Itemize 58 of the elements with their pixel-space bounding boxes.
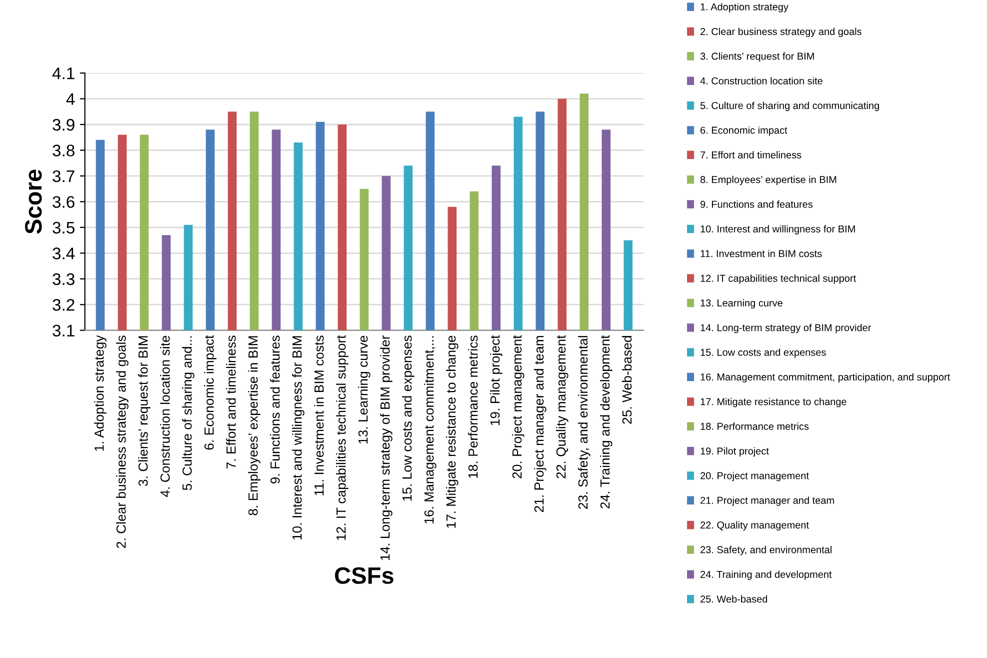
x-tick-label: 23. Safety, and environmental xyxy=(578,336,590,509)
y-axis-title: Score xyxy=(25,170,42,234)
y-tick-label: 3.7 xyxy=(52,170,74,182)
y-tick-label: 4.1 xyxy=(52,68,74,80)
legend-label: 15. Low costs and expenses xyxy=(700,348,826,358)
y-tick-label: 3.3 xyxy=(52,273,74,286)
x-tick-label: 3. Clients’ request for BIM xyxy=(138,336,150,486)
x-tick-label: 18. Performance metrics xyxy=(468,336,478,478)
x-tick-label: 1. Adoption strategy xyxy=(94,335,106,451)
legend-label: 22. Quality management xyxy=(700,521,809,531)
y-tick-label: 3.5 xyxy=(52,222,74,234)
x-tick-label: 5. Culture of sharing and... xyxy=(182,336,194,490)
y-tick-label: 3.4 xyxy=(52,248,75,260)
y-tick-label: 3.1 xyxy=(52,324,74,337)
x-tick-label: 20. Project management xyxy=(512,335,524,478)
y-tick-label: 3.9 xyxy=(52,118,74,131)
legend-label: 8. Employees’ expertise in BIM xyxy=(700,176,836,186)
legend-label: 14. Long-term strategy of BIM provider xyxy=(700,324,872,334)
x-tick-label: 4. Construction location site xyxy=(160,336,170,497)
legend-label: 24. Training and development xyxy=(700,570,832,580)
x-tick-label: 9. Functions and features xyxy=(270,336,280,484)
x-tick-label: 8. Employees’ expertise in BIM xyxy=(248,336,260,516)
legend-label: 9. Functions and features xyxy=(700,200,813,208)
y-tick-label: 3.6 xyxy=(52,196,74,208)
legend-label: 23. Safety, and environmental xyxy=(700,546,832,556)
x-tick-label: 7. Effort and timeliness xyxy=(226,336,236,468)
x-tick-label: 12. IT capabilities technical support xyxy=(336,335,348,540)
x-tick-label: 14. Long-term strategy of BIM provider xyxy=(380,335,392,560)
legend-label: 5. Culture of sharing and communicating xyxy=(700,102,879,112)
legend-label: 16. Management commitment, participation, and support xyxy=(700,373,950,383)
x-tick-label: 17. Mitigate resistance to change xyxy=(446,336,458,528)
legend-label: 6. Economic impact xyxy=(700,126,788,136)
x-tick-label: 10. Interest and willingness for BIM xyxy=(292,336,304,540)
x-tick-label: 25. Web-based xyxy=(622,336,632,424)
legend-label: 13. Learning curve xyxy=(700,299,782,308)
x-tick-label: 19. Pilot project xyxy=(490,335,502,426)
x-tick-label: 13. Learning curve xyxy=(358,336,370,444)
y-tick-label: 3.8 xyxy=(52,144,74,156)
legend-label: 12. IT capabilities technical support xyxy=(700,274,856,284)
x-tick-label: 11. Investment in BIM costs xyxy=(314,336,324,496)
legend-label: 4. Construction location site xyxy=(700,77,822,84)
x-tick-label: 21. Project manager and team xyxy=(534,336,546,512)
x-axis-title: CSFs xyxy=(334,567,394,584)
legend-label: 11. Investment in BIM costs xyxy=(700,250,822,258)
legend-label: 10. Interest and willingness for BIM xyxy=(700,225,855,234)
x-tick-label: 16. Management commitment,... xyxy=(424,336,436,524)
x-tick-label: 22. Quality management xyxy=(556,335,568,478)
x-tick-label: 24. Training and development xyxy=(600,335,612,508)
x-tick-label: 15. Low costs and expenses xyxy=(402,336,414,501)
legend-label: 7. Effort and timeliness xyxy=(700,151,802,158)
y-tick-label: 4 xyxy=(66,93,75,105)
legend-label: 25. Web-based xyxy=(700,595,768,603)
x-tick-label: 6. Economic impact xyxy=(204,335,216,450)
legend-label: 1. Adoption strategy xyxy=(700,3,788,12)
y-tick-label: 3.2 xyxy=(52,298,74,311)
legend-label: 3. Clients’ request for BIM xyxy=(700,52,814,62)
legend-label: 2. Clear business strategy and goals xyxy=(700,28,862,38)
x-tick-label: 2. Clear business strategy and goals xyxy=(116,336,128,548)
